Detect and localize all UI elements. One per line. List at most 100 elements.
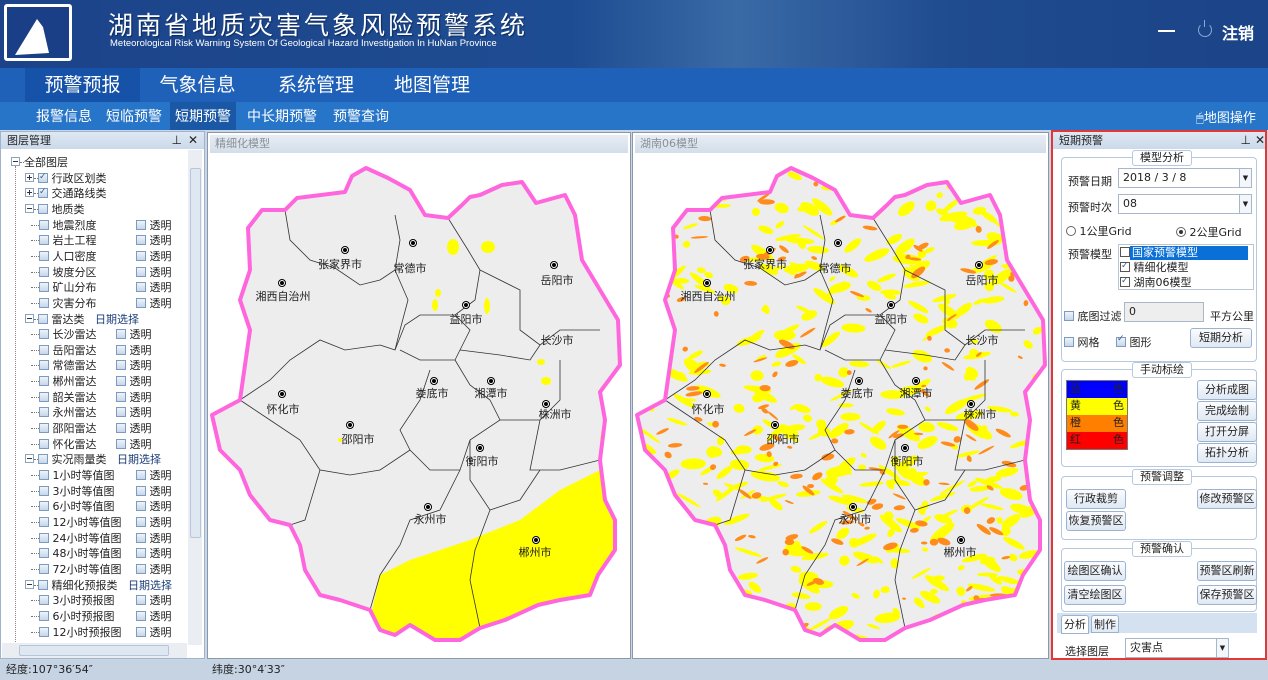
layer-row[interactable]: 邵阳雷达 [31,421,97,436]
layer-row[interactable]: 地质类 [25,202,85,217]
layer-checkbox[interactable] [39,266,49,277]
layer-checkbox[interactable] [38,185,48,200]
date-select-link[interactable]: 日期选择 [95,312,139,326]
confirm-draw-button[interactable]: 绘图区确认 [1064,561,1126,581]
transparent-toggle[interactable]: 透明 [116,405,152,420]
minimize-button[interactable] [1158,30,1175,32]
save-zone-button[interactable]: 保存预警区 [1197,585,1257,605]
filter-area-input[interactable]: 0 [1124,302,1204,322]
split-screen-button[interactable]: 打开分屏 [1197,422,1257,442]
pin-icon[interactable]: ⊥ [1240,133,1251,147]
model-list[interactable]: 国家预警模型 精细化模型 湖南06模型 [1118,244,1254,290]
layer-checkbox[interactable] [39,423,49,434]
layer-row[interactable]: 3小时等值图 [31,484,115,499]
layer-checkbox[interactable] [39,485,49,496]
date-select-link[interactable]: 日期选择 [128,578,172,592]
layer-row[interactable]: 雷达类 日期选择 [25,312,139,327]
dropdown-arrow-icon[interactable]: ▼ [1239,195,1251,213]
expander-icon[interactable] [25,579,34,589]
layer-checkbox[interactable] [39,470,49,480]
layer-checkbox[interactable] [39,376,49,387]
clear-draw-button[interactable]: 清空绘图区 [1064,585,1126,605]
layer-checkbox[interactable] [38,170,48,185]
layer-row[interactable]: 岳阳雷达 [31,343,97,358]
nav-tab-system[interactable]: 系统管理 [277,74,354,96]
transparent-toggle[interactable]: 透明 [136,468,172,483]
grid-checkbox[interactable]: 网格 [1064,334,1100,350]
dropdown-arrow-icon[interactable]: ▼ [1239,169,1251,187]
nav-tab-weather[interactable]: 气象信息 [159,74,236,96]
layer-row[interactable]: 长沙雷达 [31,327,97,342]
model-item-hunan06[interactable]: 湖南06模型 [1120,274,1192,290]
transparent-toggle[interactable]: 透明 [116,343,152,358]
layer-checkbox[interactable] [38,454,48,465]
layer-row[interactable]: 3小时预报图 [31,593,115,608]
layer-row[interactable]: 24小时等值图 [31,531,122,546]
transparent-toggle[interactable]: 透明 [136,296,172,311]
subtab-alarm-info[interactable]: 报警信息 [36,109,92,125]
analyze-map-button[interactable]: 分析成图 [1197,380,1257,400]
layer-row[interactable]: 实况雨量类 日期选择 [25,452,161,467]
layer-checkbox[interactable] [39,516,49,527]
transparent-toggle[interactable]: 透明 [136,265,172,280]
dropdown-arrow-icon[interactable]: ▼ [1216,639,1228,657]
logout-button[interactable]: 注销 [1222,24,1255,43]
layer-checkbox[interactable] [39,235,49,246]
admin-crop-button[interactable]: 行政裁剪 [1066,489,1126,509]
subtab-mid-long[interactable]: 中长期预警 [247,109,317,125]
time-select[interactable]: 08 ▼ [1118,194,1252,214]
subtab-nowcast[interactable]: 短临预警 [106,109,162,125]
layer-row[interactable]: 灾害分布 [31,296,97,311]
transparent-toggle[interactable]: 透明 [136,593,172,608]
modify-zone-button[interactable]: 修改预警区 [1197,489,1257,509]
transparent-toggle[interactable]: 透明 [116,421,152,436]
layer-checkbox[interactable] [39,391,49,402]
model-item-national[interactable]: 国家预警模型 [1120,246,1253,260]
transparent-toggle[interactable]: 透明 [136,609,172,624]
layer-checkbox[interactable] [39,219,49,230]
tab-make[interactable]: 制作 [1091,615,1119,633]
transparent-toggle[interactable]: 透明 [136,218,172,233]
layer-row[interactable]: 常德雷达 [31,358,97,373]
layer-row[interactable]: 交通路线类 [25,185,107,201]
tab-analysis[interactable]: 分析 [1061,615,1089,634]
shape-checkbox[interactable]: 图形 [1116,334,1152,350]
close-icon[interactable]: ✕ [1254,133,1265,147]
expander-icon[interactable] [25,172,34,182]
layer-checkbox[interactable] [39,438,49,449]
layer-checkbox[interactable] [39,626,49,637]
finish-draw-button[interactable]: 完成绘制 [1197,401,1257,421]
close-icon[interactable]: ✕ [187,133,198,147]
model-item-fine[interactable]: 精细化模型 [1120,259,1189,275]
layer-checkbox[interactable] [39,563,49,574]
refresh-zone-button[interactable]: 预警区刷新 [1197,561,1257,581]
transparent-toggle[interactable]: 透明 [136,233,172,248]
transparent-toggle[interactable]: 透明 [116,327,152,342]
layer-row[interactable]: 怀化雷达 [31,437,97,452]
layer-checkbox[interactable] [39,250,49,261]
transparent-toggle[interactable]: 透明 [116,437,152,452]
layer-checkbox[interactable] [39,297,49,308]
transparent-toggle[interactable]: 透明 [136,531,172,546]
transparent-toggle[interactable]: 透明 [116,374,152,389]
layer-row[interactable]: 行政区划类 [25,170,107,186]
topology-button[interactable]: 拓扑分析 [1197,443,1257,463]
layer-checkbox[interactable] [39,610,49,621]
layer-checkbox[interactable] [38,203,48,214]
transparent-toggle[interactable]: 透明 [136,546,172,561]
layer-checkbox[interactable] [39,501,49,512]
color-swatch[interactable]: 蓝色 [1067,381,1127,398]
radio-1km[interactable]: 1公里Grid [1066,223,1132,239]
pin-icon[interactable]: ⊥ [171,133,182,147]
layer-row[interactable]: 72小时等值图 [31,562,122,577]
transparent-toggle[interactable]: 透明 [116,358,152,373]
map-panel-fine-model[interactable]: 精细化模型 张家界市 常德市 岳阳市 湘西自治州 益阳市 长沙市 怀化市 娄底市 湘潭市 株洲市邵… [207,132,631,659]
expander-icon[interactable] [25,203,34,213]
layer-row[interactable]: 6小时预报图 [31,609,115,624]
layer-row[interactable]: 12小时等值图 [31,515,122,530]
transparent-toggle[interactable]: 透明 [136,484,172,499]
restore-zone-button[interactable]: 恢复预警区 [1066,511,1126,531]
transparent-toggle[interactable]: 透明 [136,280,172,295]
